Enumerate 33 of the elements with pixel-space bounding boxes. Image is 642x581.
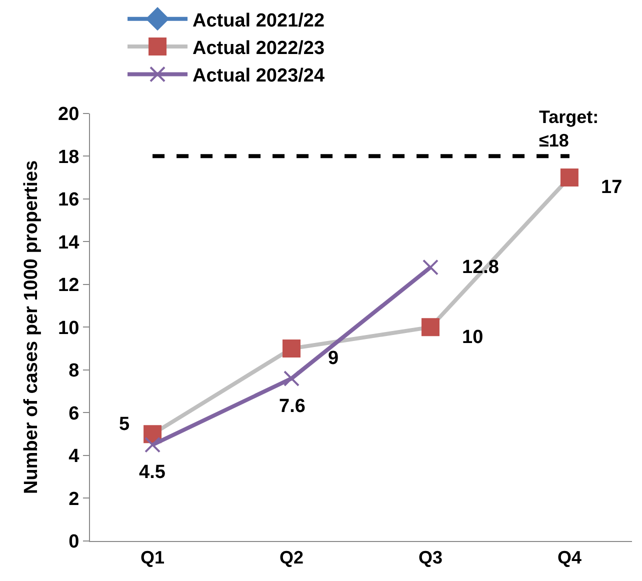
x-tick-label: Q4	[557, 548, 582, 568]
data-label: 12.8	[462, 257, 499, 278]
data-label: 5	[119, 414, 130, 435]
data-label: 10	[462, 327, 484, 348]
legend-label: Actual 2022/23	[192, 38, 325, 59]
data-label: 17	[601, 177, 622, 198]
legend-label: Actual 2021/22	[192, 10, 325, 32]
data-label: 7.6	[279, 396, 306, 417]
y-tick-label: 10	[58, 318, 80, 339]
x-tick-label: Q2	[280, 548, 304, 568]
x-tick-label: Q1	[140, 548, 165, 568]
y-tick-label: 16	[58, 190, 80, 211]
point	[282, 340, 301, 358]
point	[560, 168, 578, 186]
y-tick-label: 18	[58, 146, 80, 168]
y-tick-label: 0	[68, 532, 80, 553]
y-tick-label: 6	[68, 403, 80, 424]
ref-line-label: Target: ≤18	[539, 107, 599, 150]
point	[284, 370, 300, 386]
y-tick-label: 12	[58, 275, 80, 296]
point	[144, 436, 161, 453]
point	[421, 318, 440, 336]
x-tick-label: Q3	[418, 548, 442, 568]
y-tick-label: 14	[58, 232, 80, 254]
y-tick-label: 8	[68, 360, 80, 382]
legend-label: Actual 2023/24	[192, 66, 325, 87]
data-label: 9	[328, 348, 339, 369]
y-tick-label: 4	[68, 446, 80, 468]
point	[422, 259, 438, 276]
y-tick-label: 20	[58, 104, 80, 125]
y-axis-title: Number of cases per 1000 properties	[20, 160, 42, 494]
data-label: 4.5	[139, 462, 166, 483]
y-tick-label: 2	[68, 488, 80, 510]
